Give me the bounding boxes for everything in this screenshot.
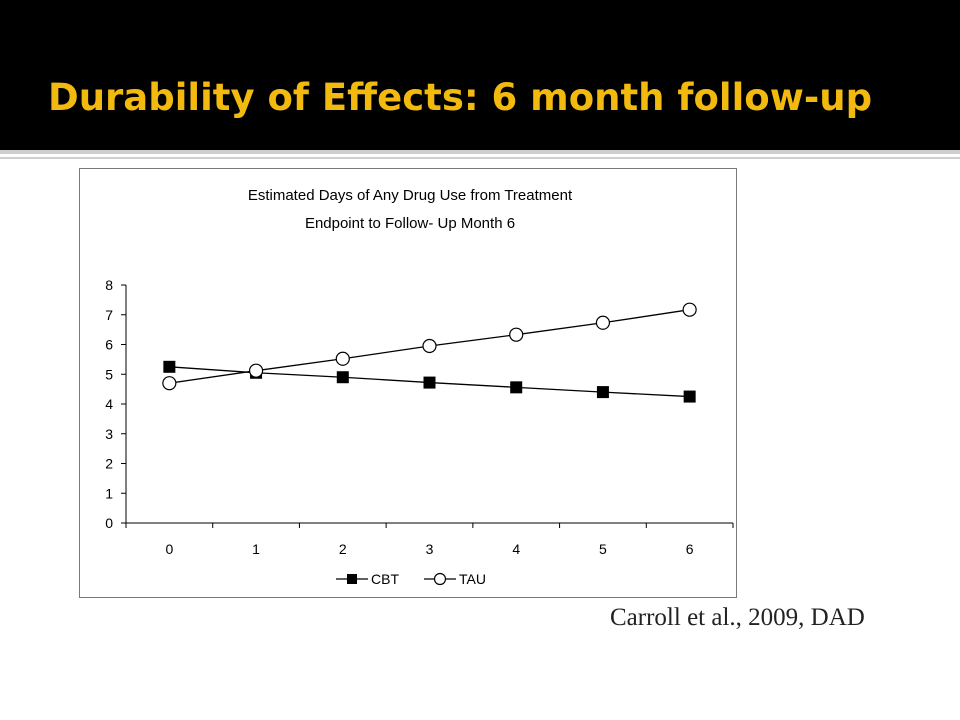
chart-frame: Estimated Days of Any Drug Use from Trea… [79, 168, 737, 598]
data-point-tau [595, 315, 611, 330]
citation: Carroll et al., 2009, DAD [610, 604, 865, 631]
header-divider-thin [0, 157, 960, 159]
legend-label-cbt: CBT [371, 571, 399, 587]
slide-title: Durability of Effects: 6 month follow-up [48, 76, 873, 119]
x-tick-label: 3 [426, 541, 434, 557]
data-point-tau [422, 338, 437, 354]
legend-marker-tau [433, 572, 447, 586]
legend-label-tau: TAU [459, 571, 486, 587]
data-point-cbt [336, 371, 349, 384]
y-tick-label: 4 [105, 396, 113, 412]
line-chart: Estimated Days of Any Drug Use from Trea… [105, 187, 734, 587]
data-point-tau [682, 302, 697, 317]
y-tick-label: 2 [105, 456, 113, 472]
title-bar: Durability of Effects: 6 month follow-up [0, 0, 960, 150]
x-tick-label: 6 [686, 541, 694, 557]
y-tick-label: 7 [105, 307, 113, 323]
y-tick-label: 1 [105, 485, 113, 501]
data-point-cbt [683, 390, 696, 403]
data-point-cbt [596, 386, 609, 399]
header-divider [0, 150, 960, 154]
data-point-cbt [423, 376, 436, 389]
x-tick-label: 4 [512, 541, 520, 557]
data-point-tau [248, 363, 264, 378]
data-point-tau [509, 327, 524, 342]
y-tick-label: 8 [105, 277, 113, 293]
x-tick-label: 0 [165, 541, 173, 557]
y-tick-label: 3 [105, 426, 113, 442]
y-tick-label: 0 [105, 515, 113, 531]
data-point-tau [162, 376, 177, 391]
x-tick-label: 1 [252, 541, 260, 557]
data-point-cbt [510, 381, 523, 394]
y-tick-label: 5 [105, 366, 113, 382]
x-tick-label: 5 [599, 541, 607, 557]
chart-title-line: Endpoint to Follow- Up Month 6 [305, 215, 515, 232]
chart-title-line: Estimated Days of Any Drug Use from Trea… [248, 187, 573, 204]
data-point-tau [335, 351, 350, 366]
data-point-cbt [163, 360, 176, 373]
y-tick-label: 6 [105, 337, 113, 353]
legend-marker-cbt [347, 574, 357, 584]
x-tick-label: 2 [339, 541, 347, 557]
